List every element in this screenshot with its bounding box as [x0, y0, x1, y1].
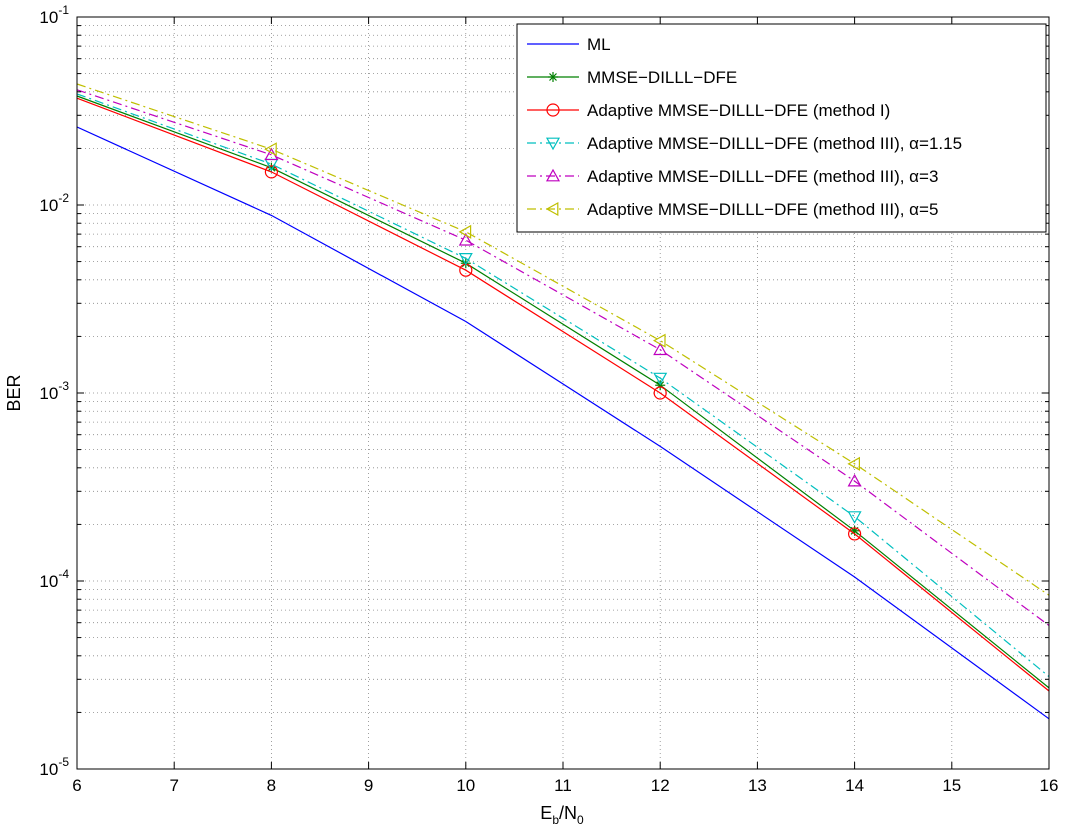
data-point: [652, 333, 666, 348]
x-tick-label: 13: [748, 776, 767, 795]
series-group: [76, 83, 1050, 596]
data-point: [653, 342, 668, 356]
data-point: [847, 527, 862, 541]
series-group: [76, 126, 1050, 720]
y-tick-label: 10-2: [39, 191, 69, 215]
legend-label: Adaptive MMSE−DILLL−DFE (method III), α=…: [587, 200, 938, 219]
legend-label: Adaptive MMSE−DILLL−DFE (method III), α=…: [587, 134, 962, 153]
series-line: [76, 95, 1050, 689]
series-line: [76, 83, 1050, 596]
series-line: [76, 97, 1050, 692]
data-point: [545, 168, 561, 182]
legend-entry: Adaptive MMSE−DILLL−DFE (method I): [527, 101, 890, 120]
x-tick-label: 12: [651, 776, 670, 795]
x-tick-label: 6: [72, 776, 81, 795]
legend-entry: Adaptive MMSE−DILLL−DFE (method III), α=…: [527, 167, 938, 186]
x-tick-label: 11: [554, 776, 572, 795]
x-axis-label: Eb/N0: [540, 803, 584, 827]
data-point: [546, 103, 560, 117]
y-tick-label: 10-4: [39, 567, 69, 591]
legend-entry: ML: [527, 35, 611, 54]
data-point: [653, 372, 668, 386]
x-tick-label: 10: [456, 776, 475, 795]
data-point: [847, 511, 862, 524]
legend-label: Adaptive MMSE−DILLL−DFE (method III), α=…: [587, 167, 938, 186]
data-point: [458, 232, 473, 246]
axis-ticks: 6 7 8 9 10 11 12 13 14 15 16 10-1 10-2 10-3 10-4 10-5: [39, 3, 1058, 795]
legend-entry: Adaptive MMSE−DILLL−DFE (method III), α=…: [527, 200, 938, 219]
y-axis-label: BER: [4, 374, 24, 411]
legend-entry: MMSE−DILLL−DFE: [527, 68, 737, 87]
x-tick-label: 16: [1040, 776, 1059, 795]
data-point: [264, 165, 278, 179]
legend: ML MMSE−DILLL−DFE Adaptive MMSE−DILLL−DFE …: [516, 23, 1047, 233]
data-point: [847, 473, 862, 487]
data-point: [847, 456, 861, 471]
legend-label: ML: [587, 35, 611, 54]
x-tick-label: 14: [845, 776, 864, 795]
series-line: [76, 89, 1050, 626]
legend-box: [516, 23, 1047, 233]
legend-label: MMSE−DILLL−DFE: [587, 68, 737, 87]
data-point: [653, 386, 667, 400]
series-line: [76, 93, 1050, 678]
series-lines: [76, 83, 1050, 720]
data-point: [545, 201, 559, 217]
data-point: [548, 72, 558, 82]
series-group: [76, 97, 1050, 692]
y-tick-label: 10-1: [39, 3, 69, 27]
x-tick-label: 15: [942, 776, 961, 795]
x-tick-label: 8: [267, 776, 276, 795]
data-point: [458, 252, 473, 266]
x-tick-label: 9: [364, 776, 373, 795]
y-tick-label: 10-5: [39, 755, 69, 779]
series-group: [76, 93, 1050, 678]
y-tick-label: 10-3: [39, 379, 69, 403]
star-stroke: [549, 73, 557, 81]
data-point: [545, 137, 561, 151]
legend-label: Adaptive MMSE−DILLL−DFE (method I): [587, 101, 890, 120]
data-point: [458, 224, 472, 239]
x-tick-label: 7: [169, 776, 178, 795]
series-group: [76, 89, 1050, 626]
legend-entry: Adaptive MMSE−DILLL−DFE (method III), α=…: [527, 134, 962, 153]
data-point: [264, 142, 277, 157]
series-line: [76, 126, 1050, 720]
